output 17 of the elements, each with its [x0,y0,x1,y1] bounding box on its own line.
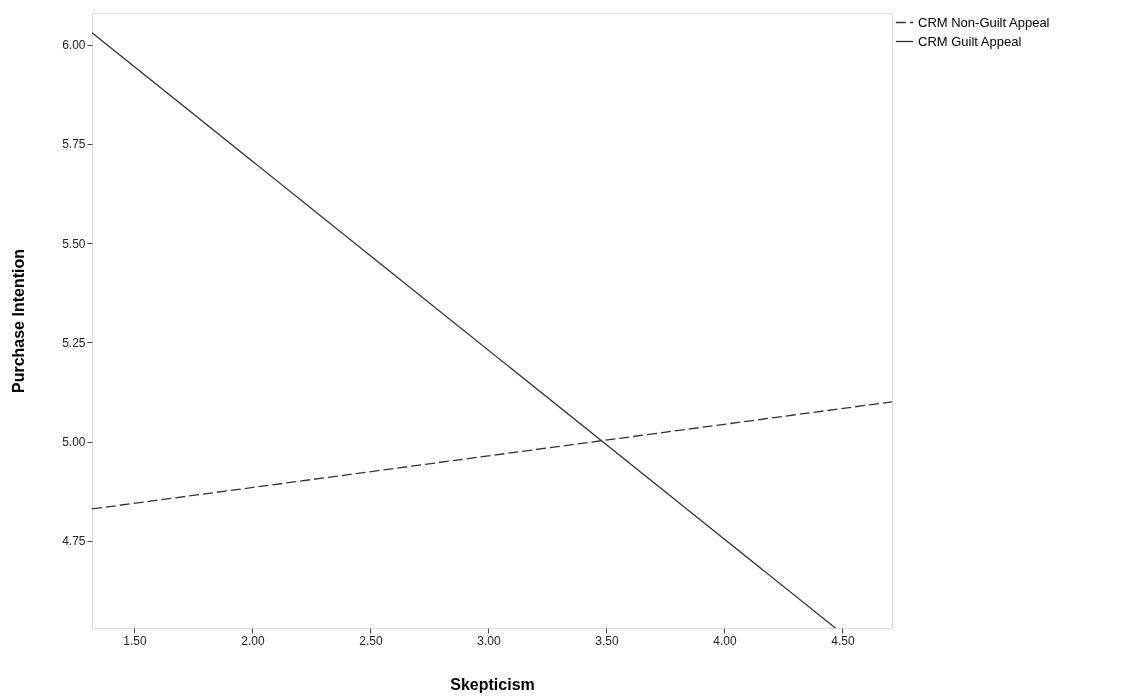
y-tick-label: 5.75 [62,137,86,152]
x-tick-label: 2.50 [359,633,383,648]
x-tick-label: 3.50 [595,633,619,648]
x-tick-label: 3.00 [477,633,501,648]
y-axis-title: Purchase Intention [10,248,28,394]
x-tick-label: 1.50 [123,633,147,648]
x-tick-label: 4.00 [713,633,737,648]
x-tick-label: 2.00 [241,633,265,648]
x-tick-label: 4.50 [831,633,855,648]
y-tick-label: 5.50 [62,236,86,251]
y-tick-label: 5.00 [62,435,86,450]
legend-label: CRM Guilt Appeal [918,33,1022,49]
legend-label: CRM Non-Guilt Appeal [918,14,1050,30]
y-tick-label: 4.75 [62,534,86,549]
y-tick-label: 6.00 [62,38,86,53]
x-axis-title: Skepticism [450,675,535,693]
y-tick-label: 5.25 [62,335,86,350]
